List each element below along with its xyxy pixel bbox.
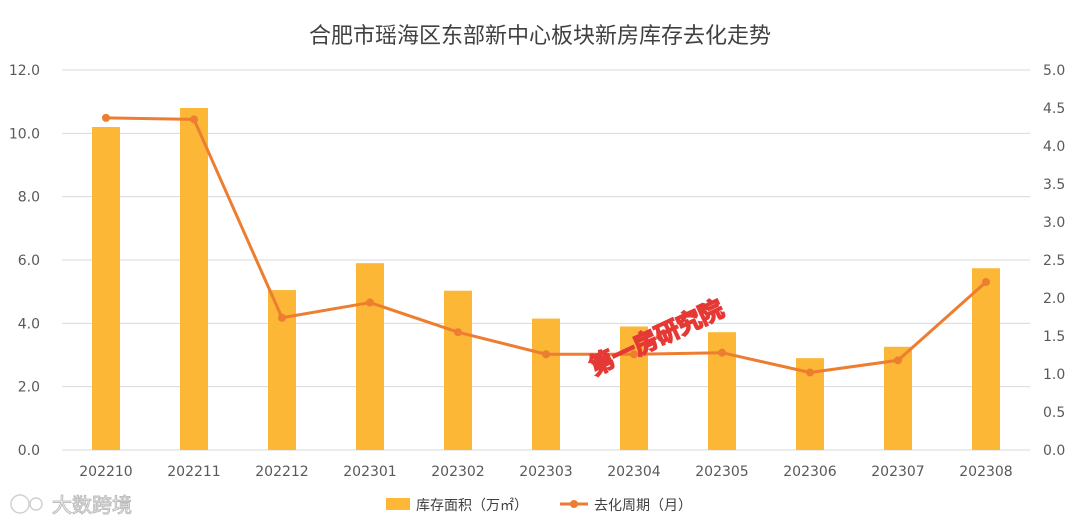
left-tick-label: 10.0 xyxy=(9,126,40,142)
legend-bar-swatch xyxy=(386,498,410,510)
watermark-text: 第一房研究院 xyxy=(585,295,727,381)
bar-202303 xyxy=(532,318,560,450)
x-axis-ticks: 202210 202211 202212 202301 202302 202303 2023… xyxy=(79,464,1012,480)
left-tick-label: 6.0 xyxy=(18,253,40,269)
corner-logo: 大数跨境 xyxy=(10,493,133,518)
line-point-202302 xyxy=(454,328,462,337)
line-point-202211 xyxy=(190,115,198,124)
x-tick-label: 202210 xyxy=(79,464,132,480)
bar-202308 xyxy=(972,268,1000,450)
x-tick-label: 202307 xyxy=(871,464,924,480)
line-point-202301 xyxy=(366,298,374,307)
x-tick-label: 202304 xyxy=(607,464,661,480)
left-tick-label: 8.0 xyxy=(18,190,40,206)
legend-line-label: 去化周期（月） xyxy=(594,498,692,514)
legend-line-marker xyxy=(570,500,578,508)
right-tick-label: 1.0 xyxy=(1043,367,1065,383)
right-tick-label: 3.0 xyxy=(1043,215,1065,231)
line-point-202307 xyxy=(894,356,902,365)
corner-logo-text: 大数跨境 xyxy=(52,493,132,517)
line-point-202308 xyxy=(982,278,990,287)
left-tick-label: 0.0 xyxy=(18,443,40,459)
left-tick-label: 2.0 xyxy=(18,380,40,396)
corner-logo-icon xyxy=(10,494,30,514)
x-tick-label: 202306 xyxy=(783,464,837,480)
right-axis-ticks: 0.0 0.5 1.0 1.5 2.0 2.5 3.0 3.5 4.0 4.5 5.0 xyxy=(1043,63,1065,459)
right-tick-label: 3.5 xyxy=(1043,177,1065,193)
x-tick-label: 202305 xyxy=(695,464,748,480)
right-tick-label: 1.5 xyxy=(1043,329,1065,345)
x-tick-label: 202301 xyxy=(343,464,396,480)
line-point-202304 xyxy=(630,350,638,359)
x-tick-label: 202308 xyxy=(959,464,1012,480)
right-tick-label: 4.5 xyxy=(1043,101,1065,117)
x-tick-label: 202303 xyxy=(519,464,572,480)
bar-202211 xyxy=(180,108,208,450)
x-tick-label: 202302 xyxy=(431,464,484,480)
legend: 库存面积（万㎡） 去化周期（月） xyxy=(386,498,692,514)
line-point-202306 xyxy=(806,368,814,377)
bar-202302 xyxy=(444,290,472,450)
left-tick-label: 12.0 xyxy=(9,63,40,79)
line-series xyxy=(102,113,990,377)
right-tick-label: 2.5 xyxy=(1043,253,1065,269)
left-tick-label: 4.0 xyxy=(18,316,40,332)
line-point-202210 xyxy=(102,113,110,122)
legend-bar-label: 库存面积（万㎡） xyxy=(416,498,528,514)
right-tick-label: 5.0 xyxy=(1043,63,1065,79)
right-tick-label: 0.5 xyxy=(1043,405,1065,421)
bar-202304 xyxy=(620,326,648,450)
left-axis-ticks: 0.0 2.0 4.0 6.0 8.0 10.0 12.0 xyxy=(9,63,40,459)
line-point-202303 xyxy=(542,350,550,359)
line-point-202212 xyxy=(278,313,286,322)
right-tick-label: 2.0 xyxy=(1043,291,1065,307)
right-tick-label: 0.0 xyxy=(1043,443,1065,459)
line-point-202305 xyxy=(718,348,726,357)
chart-title: 合肥市瑶海区东部新中心板块新房库存去化走势 xyxy=(309,24,771,49)
bar-202301 xyxy=(356,263,384,450)
corner-logo-icon-secondary xyxy=(29,497,43,511)
bar-202210 xyxy=(92,127,120,450)
x-tick-label: 202211 xyxy=(167,464,220,480)
bar-series xyxy=(92,108,1000,450)
x-tick-label: 202212 xyxy=(255,464,308,480)
right-tick-label: 4.0 xyxy=(1043,139,1065,155)
